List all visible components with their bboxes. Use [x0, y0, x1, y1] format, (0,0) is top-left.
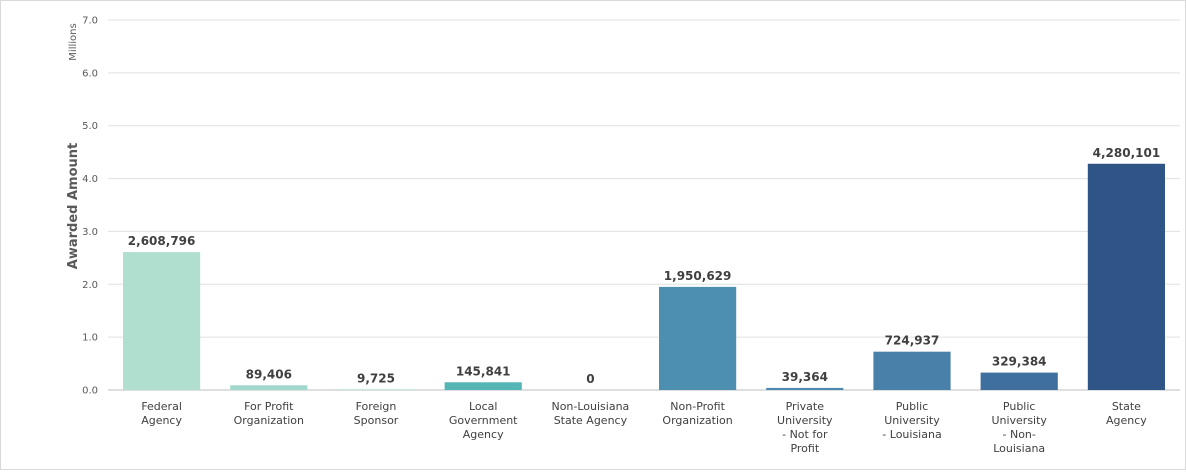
bar [123, 252, 201, 390]
data-label: 329,384 [992, 355, 1047, 369]
bar [444, 382, 522, 390]
category-label-line: Public [896, 400, 929, 413]
category-label-line: Louisiana [993, 442, 1045, 455]
bar [230, 385, 308, 390]
category-label: Foreign Sponsor [354, 400, 399, 427]
y-axis-ticks: 0.0 1.0 2.0 3.0 4.0 5.0 6.0 7.0 [82, 16, 98, 397]
bar [337, 389, 415, 390]
y-tick-label: 0.0 [82, 386, 98, 397]
bar [659, 286, 737, 390]
bar [980, 372, 1058, 390]
category-label-line: Agency [141, 414, 182, 427]
category-label: Public University - Non-Louisiana [991, 400, 1047, 455]
data-label: 1,950,629 [664, 269, 732, 283]
category-label-line: Organization [234, 414, 304, 427]
category-label-line: Agency [1106, 414, 1147, 427]
category-label-line: Sponsor [354, 414, 399, 427]
category-label-line: Foreign [356, 400, 397, 413]
category-label-line: Organization [662, 414, 732, 427]
category-label: Public University - Louisiana [882, 400, 941, 441]
category-label-line: University [991, 414, 1047, 427]
data-label: 9,725 [357, 371, 395, 385]
data-label: 89,406 [246, 367, 292, 381]
bar [766, 387, 844, 390]
y-tick-label: 5.0 [82, 121, 98, 132]
category-label-line: University [777, 414, 833, 427]
category-label-line: University [884, 414, 940, 427]
category-label-line: Private [786, 400, 825, 413]
bar [1087, 163, 1165, 390]
category-label-line: Public [1003, 400, 1036, 413]
category-label-line: State Agency [554, 414, 628, 427]
y-tick-label: 6.0 [82, 68, 98, 79]
data-label: 145,841 [456, 364, 511, 378]
category-label: For Profit Organization [234, 400, 304, 427]
y-tick-label: 7.0 [82, 16, 98, 27]
category-label-line: - Louisiana [882, 428, 941, 441]
category-label-line: Non-Profit [670, 400, 725, 413]
category-label-line: State [1112, 400, 1141, 413]
bars [123, 163, 1165, 390]
category-label-line: For Profit [244, 400, 294, 413]
y-tick-label: 3.0 [82, 227, 98, 238]
category-label-line: Local [469, 400, 498, 413]
category-label-line: Profit [790, 442, 819, 455]
category-label: Non-Profit Organization [662, 400, 732, 427]
category-label-line: Government [449, 414, 518, 427]
category-label-line: - Non- [1003, 428, 1036, 441]
data-label: 4,280,101 [1093, 146, 1161, 160]
data-label: 2,608,796 [128, 234, 196, 248]
data-label: 39,364 [782, 370, 828, 384]
y-tick-label: 4.0 [82, 174, 98, 185]
category-label: Local Government Agency [449, 400, 518, 441]
y-axis-title: Awarded Amount [66, 143, 81, 269]
category-label-line: Federal [141, 400, 182, 413]
y-tick-label: 1.0 [82, 333, 98, 344]
data-labels: 2,608,796 89,406 9,725 145,841 0 1,950,629 39,… [128, 146, 1160, 386]
category-label: Non-Louisiana State Agency [551, 400, 629, 427]
y-tick-label: 2.0 [82, 280, 98, 291]
data-label: 724,937 [885, 334, 940, 348]
bar [873, 351, 951, 390]
data-label: 0 [586, 372, 594, 386]
category-label: State Agency [1106, 400, 1147, 427]
category-label-line: - Not for [782, 428, 828, 441]
category-label: Private University - Not for Profit [777, 400, 833, 455]
category-label-line: Agency [463, 428, 504, 441]
category-label: Federal Agency [141, 400, 182, 427]
category-label-line: Non-Louisiana [551, 400, 629, 413]
units-label: Millions [68, 23, 79, 60]
